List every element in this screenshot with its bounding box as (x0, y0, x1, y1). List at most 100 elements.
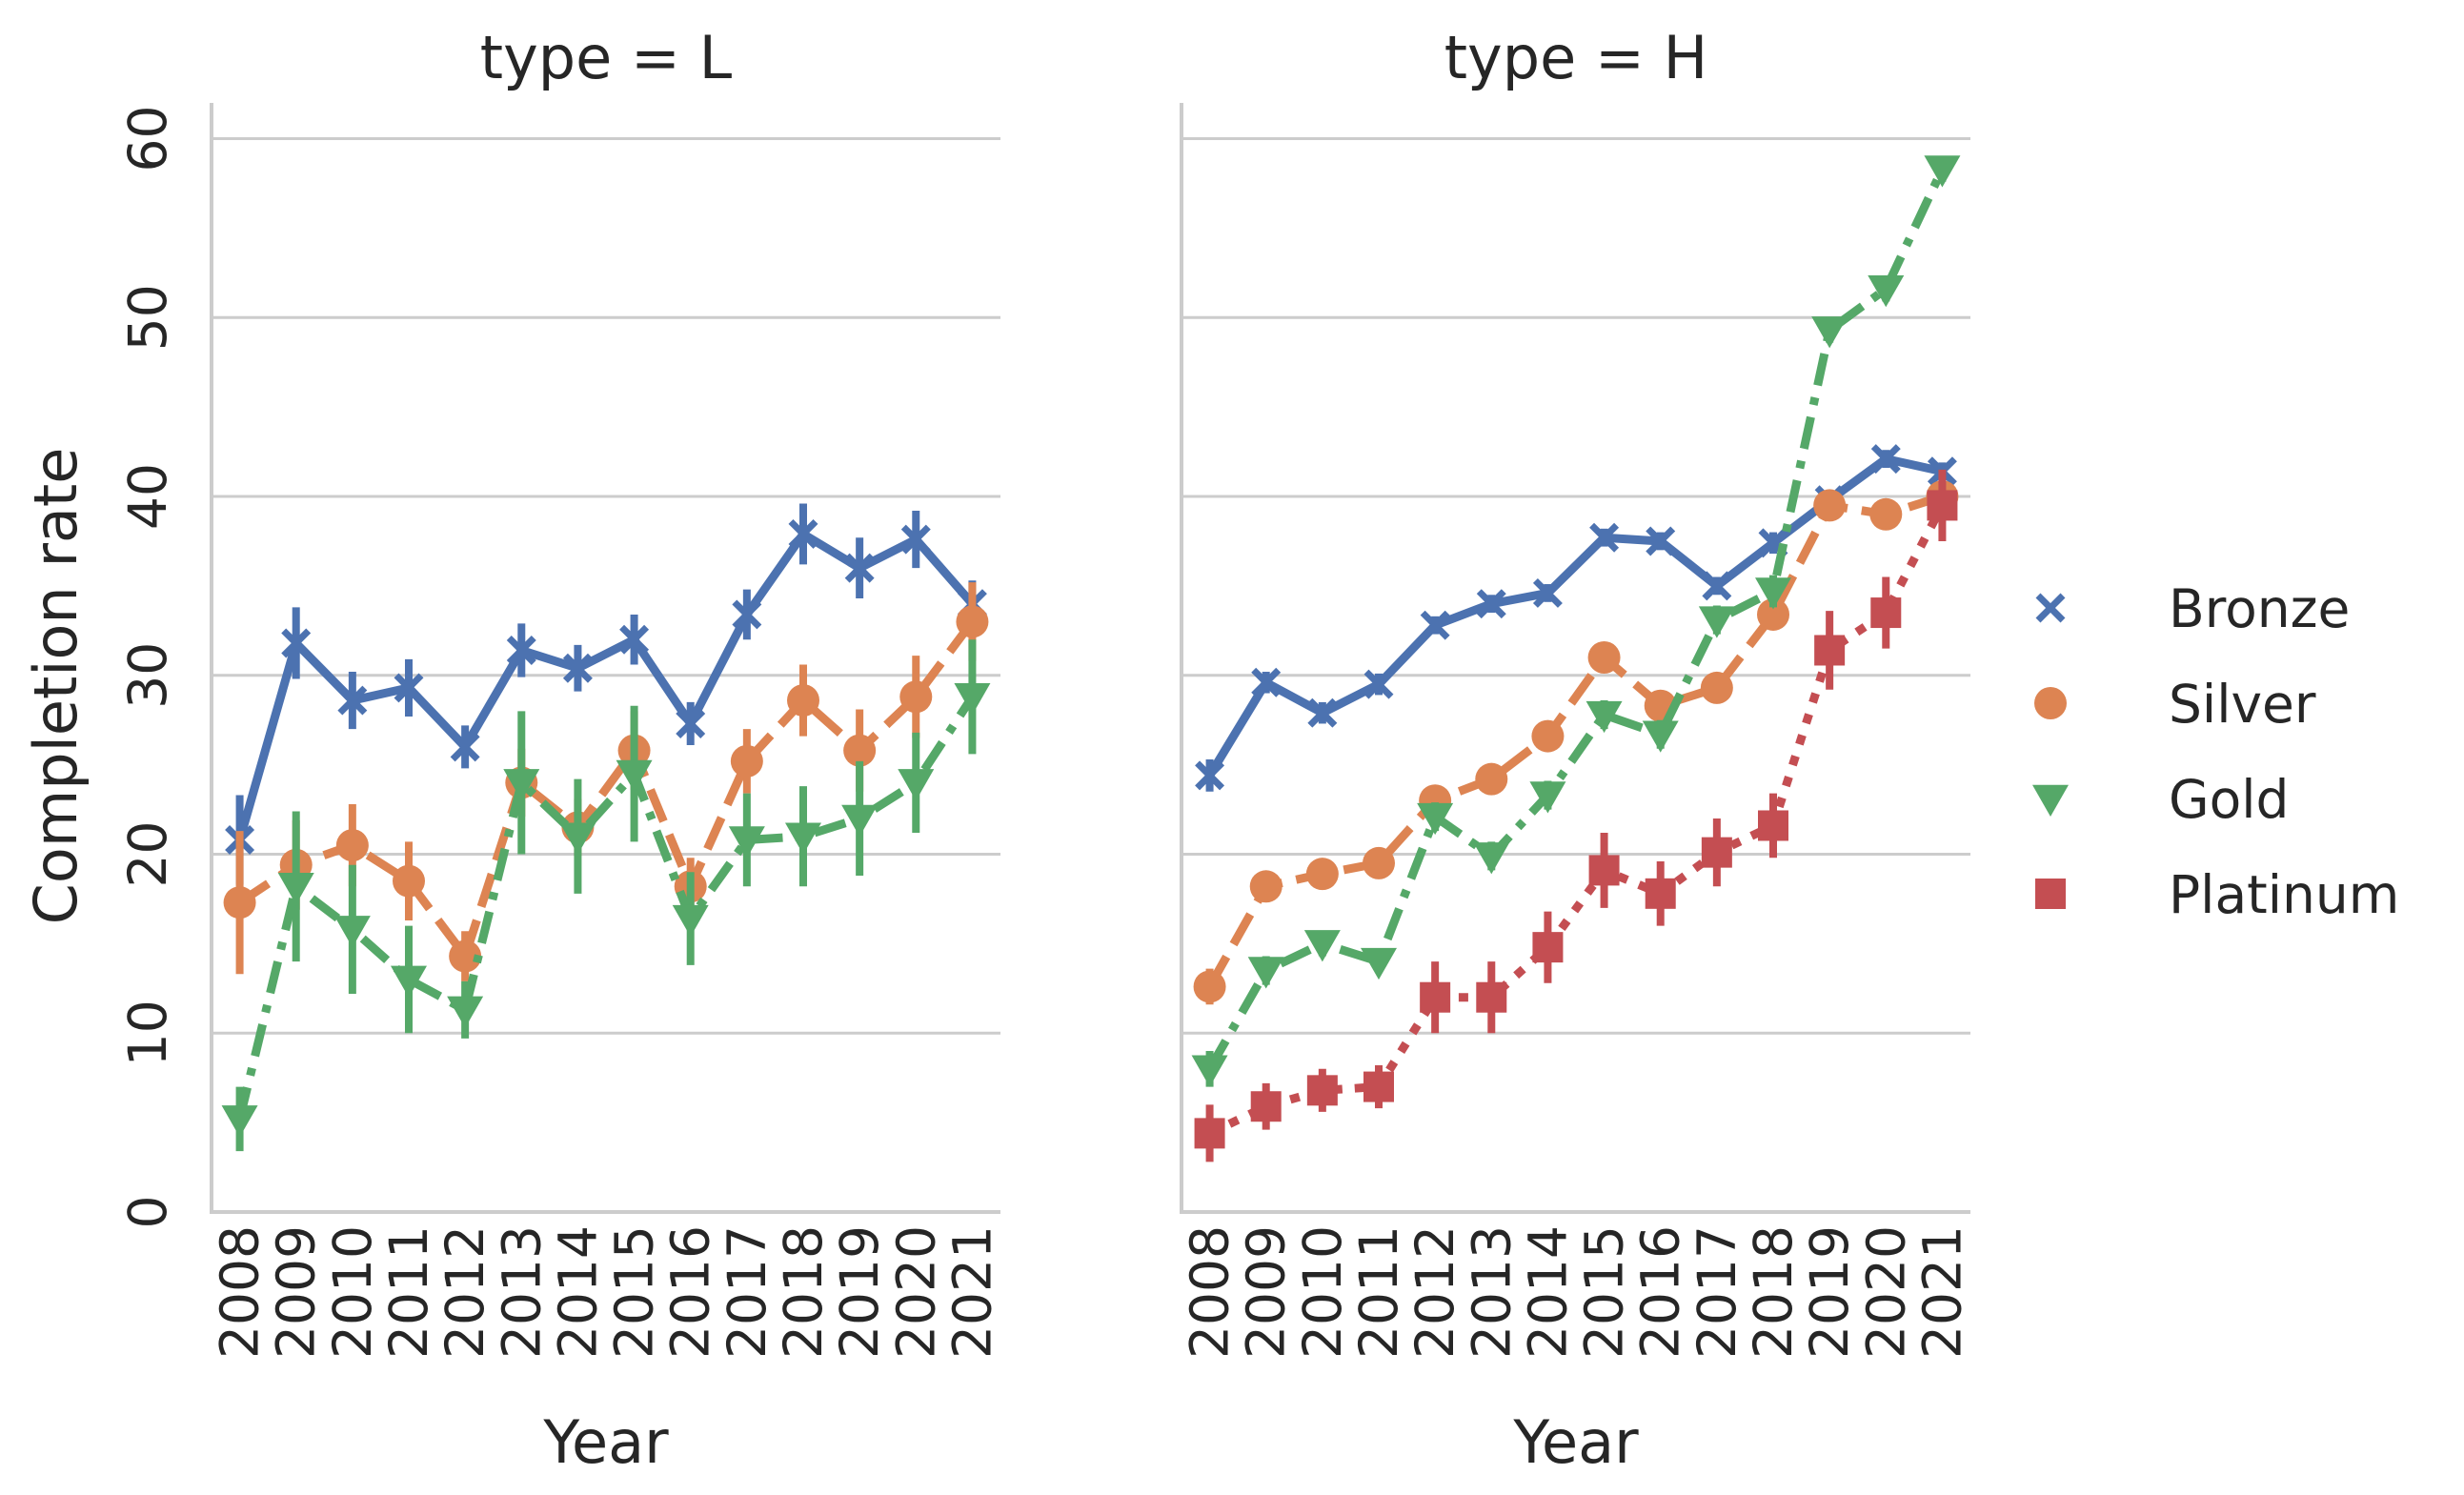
data-point (1757, 597, 1789, 631)
x-tick-label: 2018 (773, 1225, 834, 1359)
data-point (1589, 522, 1620, 553)
data-point (1870, 597, 1902, 629)
data-point (281, 628, 312, 658)
legend-marker (2032, 784, 2069, 817)
legend-label: Bronze (2169, 578, 2350, 639)
data-point (1698, 606, 1735, 638)
x-tick-label: 2019 (829, 1225, 890, 1359)
data-point (559, 822, 596, 855)
data-point (900, 524, 931, 555)
data-point (1363, 669, 1394, 699)
data-point (1532, 932, 1564, 963)
x-tick-label: 2010 (1292, 1225, 1353, 1359)
data-point (785, 822, 821, 855)
data-point (732, 599, 762, 630)
legend-marker (2035, 593, 2066, 623)
data-point (223, 886, 256, 919)
data-point (1195, 760, 1225, 791)
data-point (788, 518, 818, 549)
data-point (1702, 571, 1732, 601)
data-point (730, 744, 763, 778)
series-line (235, 694, 977, 1121)
x-tick-label: 2018 (1743, 1225, 1804, 1359)
series-line (1207, 503, 1947, 1138)
data-point (1476, 981, 1507, 1013)
x-tick-label: 2013 (1461, 1225, 1522, 1359)
y-tick-label: 20 (117, 821, 178, 888)
data-point (1588, 855, 1620, 886)
data-point (899, 680, 933, 714)
x-tick-label: 2017 (1686, 1225, 1747, 1359)
data-point (844, 553, 875, 583)
data-point (221, 1105, 258, 1138)
x-axis-label: Year (1512, 1407, 1639, 1477)
data-point (1924, 155, 1961, 188)
data-point (449, 939, 482, 973)
series-bronze (225, 503, 987, 885)
x-tick-label: 2020 (885, 1225, 946, 1359)
data-point (1193, 970, 1226, 1003)
data-point (728, 826, 765, 859)
x-tick-label: 2013 (491, 1225, 552, 1359)
x-tick-label: 2011 (1348, 1225, 1409, 1359)
data-point (393, 864, 425, 898)
data-point (503, 769, 540, 801)
series-silver (1193, 480, 1959, 1005)
data-point (787, 684, 819, 717)
data-point (337, 685, 368, 716)
data-point (676, 708, 706, 738)
data-point (333, 916, 371, 948)
data-point (447, 996, 484, 1028)
data-point (1247, 957, 1284, 989)
data-point (1701, 837, 1732, 868)
facet-panel-2: type = H 20082009201020112012201320142015… (1180, 23, 1973, 1477)
data-point (1475, 762, 1508, 796)
data-point (1927, 490, 1958, 521)
x-tick-label: 2012 (434, 1225, 495, 1359)
y-tick-label: 30 (117, 642, 178, 709)
data-point (1250, 1091, 1282, 1122)
series-gold (221, 639, 991, 1152)
data-point (672, 904, 709, 938)
data-point (1642, 720, 1679, 753)
y-tick-label: 50 (117, 284, 178, 351)
legend: Bronze Silver Gold Platinum (2032, 578, 2399, 925)
y-tick-label: 10 (117, 1000, 178, 1066)
facet-title: type = L (480, 23, 733, 92)
x-tick-label: 2014 (1517, 1225, 1578, 1359)
data-point (619, 624, 650, 655)
x-tick-label: 2010 (322, 1225, 383, 1359)
x-tick-label: 2011 (378, 1225, 439, 1359)
data-point (1363, 846, 1395, 879)
data-point (954, 683, 991, 716)
x-tick-label: 2016 (660, 1225, 721, 1359)
x-tick-label: 2015 (604, 1225, 665, 1359)
data-point (394, 673, 424, 703)
data-point (1814, 635, 1846, 666)
data-point (1194, 1118, 1225, 1149)
data-point (1587, 641, 1621, 674)
data-point (841, 804, 879, 837)
series-line (1205, 492, 1944, 989)
data-point (1755, 577, 1791, 610)
data-point (1303, 930, 1341, 962)
y-tick-label: 60 (117, 106, 178, 172)
data-point (1306, 1075, 1338, 1106)
data-point (1529, 781, 1566, 814)
legend-label: Gold (2169, 769, 2289, 830)
facet-title: type = H (1444, 23, 1708, 92)
legend-label: Platinum (2169, 864, 2399, 925)
data-point (335, 829, 369, 862)
legend-item-silver: Silver (2034, 674, 2316, 735)
x-tick-label: 2017 (717, 1225, 778, 1359)
data-point (1758, 810, 1788, 841)
x-tick-label: 2020 (1855, 1225, 1916, 1359)
y-axis-label: Completion rate (21, 448, 91, 925)
x-tick-label: 2019 (1799, 1225, 1860, 1359)
data-point (616, 759, 653, 793)
data-point (1531, 719, 1565, 753)
legend-label: Silver (2169, 674, 2316, 735)
data-point (506, 636, 536, 665)
x-tick-label: 2009 (266, 1225, 327, 1359)
